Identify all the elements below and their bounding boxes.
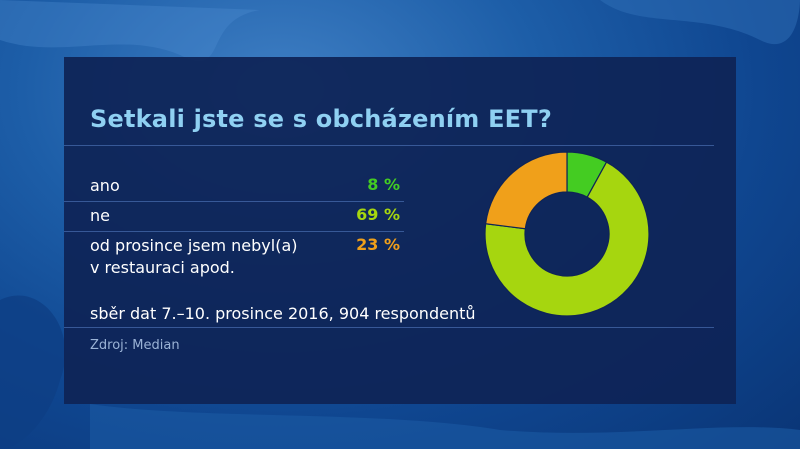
- row-label-ano: ano: [90, 176, 120, 195]
- divider-bottom: [64, 327, 714, 328]
- chart-panel: Setkali jste se s obcházením EET? ano 8 …: [64, 57, 736, 404]
- row-value-nebyl: 23 %: [356, 235, 400, 254]
- row-value-ne: 69 %: [356, 205, 400, 224]
- divider-row-2: [64, 231, 404, 232]
- donut-slice-3: [484, 151, 568, 230]
- donut-chart: [484, 151, 650, 317]
- chart-title: Setkali jste se s obcházením EET?: [90, 105, 552, 133]
- divider-top: [64, 145, 714, 146]
- row-label-nebyl-line2: v restauraci apod.: [90, 258, 235, 277]
- donut-slice-2: [484, 161, 650, 317]
- data-collection-note: sběr dat 7.–10. prosince 2016, 904 respo…: [90, 304, 476, 323]
- row-value-ano: 8 %: [367, 175, 400, 194]
- divider-row-1: [64, 201, 404, 202]
- source-label: Zdroj: Median: [90, 338, 180, 353]
- row-label-nebyl-line1: od prosince jsem nebyl(a): [90, 236, 298, 255]
- row-label-ne: ne: [90, 206, 110, 225]
